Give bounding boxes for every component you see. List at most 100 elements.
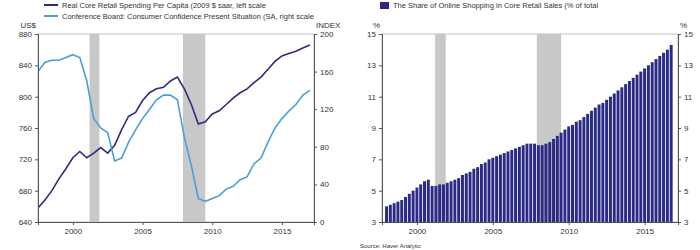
tick-label: 3 <box>684 218 689 227</box>
bar <box>586 114 589 222</box>
tick: 640 <box>19 218 38 227</box>
tick-label: 800 <box>19 93 33 102</box>
bar <box>503 153 506 222</box>
bar <box>423 181 426 222</box>
plot-area <box>38 34 310 222</box>
tick-label: 5 <box>684 187 689 196</box>
tick-mark <box>212 222 213 225</box>
tick-mark <box>379 128 382 129</box>
tick-mark <box>678 97 681 98</box>
bar <box>613 94 616 222</box>
axis: 2000200520102015 <box>383 222 679 236</box>
tick-mark <box>417 222 418 225</box>
bar <box>442 184 445 222</box>
axis-line <box>679 35 682 223</box>
bar <box>666 50 669 222</box>
bar <box>620 87 623 222</box>
legend-entry: The Share of Online Shopping in Core Ret… <box>380 1 598 10</box>
bar <box>510 150 513 222</box>
tick: 800 <box>19 93 38 102</box>
tick-mark <box>143 222 144 225</box>
bar <box>385 206 388 222</box>
tick-label: 2010 <box>204 227 222 236</box>
bar <box>632 78 635 222</box>
axis-line <box>39 223 315 226</box>
bar <box>389 205 392 222</box>
tick-label: 15 <box>367 30 376 39</box>
bar <box>537 145 540 222</box>
legend-swatch <box>380 2 389 9</box>
bar <box>658 56 661 222</box>
axis-line <box>379 35 383 223</box>
tick: 2010 <box>204 222 222 236</box>
tick-mark <box>379 191 382 192</box>
tick-mark <box>35 222 38 223</box>
tick-mark <box>678 34 681 35</box>
bar <box>514 148 517 222</box>
plot-frame <box>38 34 314 222</box>
tick-label: 9 <box>684 124 689 133</box>
bar <box>412 191 415 222</box>
panel: 200020052010201535791113153579111315%% <box>367 21 693 236</box>
tick-mark <box>569 222 570 225</box>
bar <box>480 164 483 222</box>
tick-label: 760 <box>19 124 33 133</box>
tick: 2010 <box>560 222 578 236</box>
tick-label: 2005 <box>484 227 502 236</box>
bar <box>556 136 559 222</box>
tick: 7 <box>678 155 689 164</box>
tick: 11 <box>678 93 693 102</box>
tick: 9 <box>372 124 382 133</box>
tick-mark <box>645 222 646 225</box>
axis-line <box>35 35 39 223</box>
tick: 7 <box>372 155 382 164</box>
tick-mark <box>379 34 382 35</box>
recession-band <box>183 34 205 222</box>
tick: 2005 <box>484 222 502 236</box>
recession-band <box>537 34 561 222</box>
bar <box>548 142 551 222</box>
tick-label: 2010 <box>560 227 578 236</box>
tick-label: 13 <box>367 61 376 70</box>
tick-mark <box>379 97 382 98</box>
tick: 200 <box>314 30 334 39</box>
bar <box>560 133 563 222</box>
tick: 15 <box>367 30 382 39</box>
bar <box>639 72 642 222</box>
tick-label: 720 <box>19 155 33 164</box>
tick-label: 3 <box>372 218 377 227</box>
bar <box>488 159 491 222</box>
tick-label: 120 <box>320 105 334 114</box>
bar <box>651 62 654 222</box>
bar <box>529 144 532 222</box>
tick: 2000 <box>409 222 427 236</box>
axis-title: % <box>680 21 687 30</box>
legend: The Share of Online Shopping in Core Ret… <box>380 1 598 10</box>
legend-entry: Real Core Retail Spending Per Capita (20… <box>44 1 266 10</box>
series-line <box>38 45 310 208</box>
legend-swatch <box>44 15 58 17</box>
bar <box>446 183 449 222</box>
tick-mark <box>379 159 382 160</box>
tick: 2005 <box>134 222 152 236</box>
tick: 120 <box>314 105 334 114</box>
legend-label: Real Core Retail Spending Per Capita (20… <box>62 1 266 10</box>
tick: 880 <box>19 30 38 39</box>
tick-mark <box>314 147 317 148</box>
tick: 2000 <box>64 222 82 236</box>
bar <box>525 144 528 222</box>
tick-mark <box>35 128 38 129</box>
bar <box>472 169 475 222</box>
tick-label: 13 <box>684 61 693 70</box>
axis: 3579111315 <box>367 30 382 227</box>
tick-label: 9 <box>372 124 377 133</box>
tick: 80 <box>314 143 329 152</box>
tick-mark <box>73 222 74 225</box>
bar <box>636 75 639 222</box>
bar <box>404 197 407 222</box>
tick: 760 <box>19 124 38 133</box>
tick: 15 <box>678 30 693 39</box>
bar <box>415 188 418 222</box>
bar <box>609 97 612 222</box>
tick-mark <box>35 34 38 35</box>
